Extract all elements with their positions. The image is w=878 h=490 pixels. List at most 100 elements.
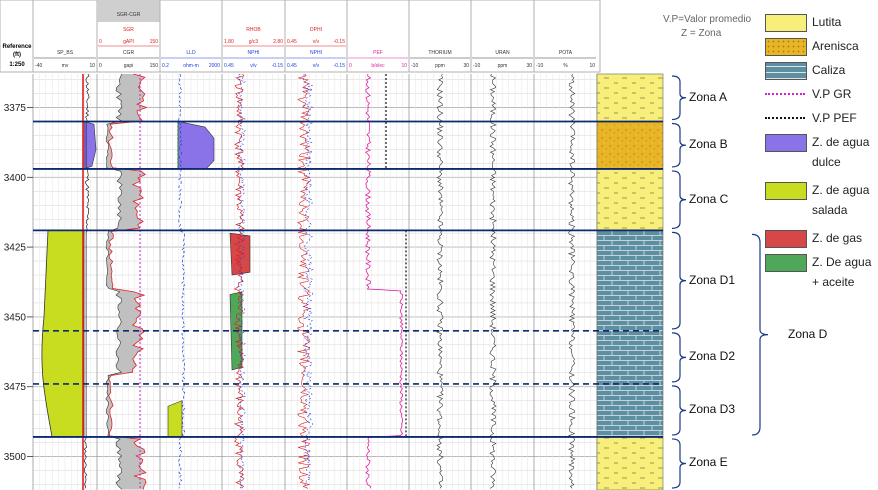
- note-zona: Z = Zona: [681, 28, 722, 39]
- track-top-name: RHOB: [246, 27, 261, 33]
- track-name: PEF: [373, 50, 383, 56]
- uran-curve: [489, 73, 497, 489]
- rhob-curve: [233, 73, 245, 489]
- lithology-lutita: [596, 436, 664, 490]
- lithology-caliza: [596, 230, 664, 438]
- legend-swatch-caliza: [765, 62, 807, 80]
- depth-tick-label: 3475: [4, 382, 27, 393]
- track-top-min: 0.45: [287, 39, 297, 45]
- track-top-max: 150: [150, 39, 159, 45]
- zone-bracket: [671, 231, 687, 330]
- legend-swatch-line: [765, 93, 805, 95]
- zone-group-bracket: [751, 233, 769, 436]
- zone-bracket: [671, 122, 687, 168]
- track-max: 2000: [209, 63, 220, 69]
- track-unit: v/v: [250, 63, 257, 69]
- sp-fresh-water-fill: [83, 121, 97, 170]
- log-plot-area: 3375 3400 3425 3450 3475 3500: [4, 73, 769, 490]
- legend-label-line1: Z. de agua: [812, 183, 870, 197]
- track-top-unit: g/c3: [249, 39, 259, 45]
- lld-salt-water-fill: [167, 400, 183, 438]
- legend-label-line1: Z. de agua: [812, 135, 870, 149]
- lithology-lutita: [596, 73, 664, 122]
- depth-tick-label: 3500: [4, 452, 27, 463]
- track-name: SP_BS: [57, 50, 74, 56]
- lld-curve: [178, 73, 186, 489]
- zone-group-label: Zona D: [788, 326, 828, 341]
- track-max: 10: [401, 63, 407, 69]
- legend-label: Z. de gas: [812, 231, 863, 245]
- track-name: POTA: [559, 50, 573, 56]
- track-top-min: 1.80: [224, 39, 234, 45]
- track-min: -10: [473, 63, 480, 69]
- track-min: 0.45: [287, 63, 297, 69]
- track-unit: mv: [62, 63, 69, 69]
- zone-bracket: [671, 170, 687, 229]
- legend-swatch-fill: [765, 254, 807, 272]
- track-min: 0.45: [224, 63, 234, 69]
- pota-curve: [567, 73, 576, 489]
- track-top-unit: gAPI: [123, 39, 134, 45]
- track-max: 30: [463, 63, 469, 69]
- zone-label: Zona D3: [689, 402, 736, 417]
- legend-swatch-fill: [765, 230, 807, 248]
- track-name: LLD: [186, 50, 196, 56]
- legend-swatch-lutita: [765, 14, 807, 32]
- legend-label: Z. De agua + aceite: [812, 254, 871, 290]
- track-min: 0.2: [162, 63, 169, 69]
- track-name: NPHI: [310, 50, 322, 56]
- track-max: 10: [89, 63, 95, 69]
- dphi-curve: [296, 73, 311, 489]
- legend-label-line1: Z. De agua: [812, 255, 872, 269]
- track-top-max: -0.15: [334, 39, 346, 45]
- thorium-curve: [436, 73, 444, 489]
- lithology-arenisca: [596, 121, 664, 170]
- track-headers: SP_BS -40 mv 10 SGR-CGR SGR 0 gAPI 150 CGR 0 gapi 15…: [32, 0, 596, 72]
- track-unit: v/v: [313, 63, 320, 69]
- depth-tick-label: 3400: [4, 173, 27, 184]
- track-min: -10: [536, 63, 543, 69]
- track-max: 10: [589, 63, 595, 69]
- track-unit: ohm-m: [183, 63, 199, 69]
- sp-curve: [83, 73, 90, 489]
- legend-label: Lutita: [812, 15, 842, 29]
- track-min: -40: [35, 63, 42, 69]
- track-max: 150: [150, 63, 159, 69]
- track-max: -0.15: [272, 63, 284, 69]
- nphi-curve: [237, 73, 246, 489]
- depth-tick-label: 3375: [4, 103, 27, 114]
- zone-bracket: [671, 385, 687, 436]
- legend-label: V.P PEF: [812, 111, 857, 125]
- legend-label-line2: dulce: [812, 155, 841, 169]
- track-name: CGR: [123, 50, 135, 56]
- legend-swatch-arenisca: [765, 38, 807, 56]
- depth-tick-label: 3425: [4, 243, 27, 254]
- plot-background: [33, 74, 597, 490]
- reference-unit: (ft): [13, 52, 21, 58]
- scale-label: 1:250: [9, 62, 25, 68]
- zone-label: Zona C: [689, 191, 729, 206]
- track-top-name: DPHI: [310, 27, 322, 33]
- track-unit: ppm: [498, 63, 508, 69]
- track-max: 30: [526, 63, 532, 69]
- cgr-curve: [105, 73, 123, 490]
- zone-bracket: [671, 438, 687, 489]
- track-subtitle-bg: [97, 0, 160, 22]
- zone-bracket: [671, 332, 687, 383]
- track-unit: b/elec: [371, 63, 385, 69]
- gr-shaded-fill: [105, 74, 147, 490]
- legend-label-line2: salada: [812, 203, 848, 217]
- sgr-curve: [107, 73, 148, 490]
- track-min: -10: [411, 63, 418, 69]
- track-top-name: SGR: [123, 27, 134, 33]
- track-subtitle: SGR-CGR: [117, 12, 141, 18]
- zone-label: Zona E: [689, 455, 728, 470]
- legend-label: Caliza: [812, 63, 846, 77]
- track-top-min: 0: [99, 39, 102, 45]
- pef-curve: [364, 73, 404, 489]
- track-unit: %: [563, 63, 568, 69]
- sp-salt-water-fill: [41, 229, 85, 438]
- track-top-unit: v/v: [313, 39, 320, 45]
- lithology-lutita: [596, 168, 664, 231]
